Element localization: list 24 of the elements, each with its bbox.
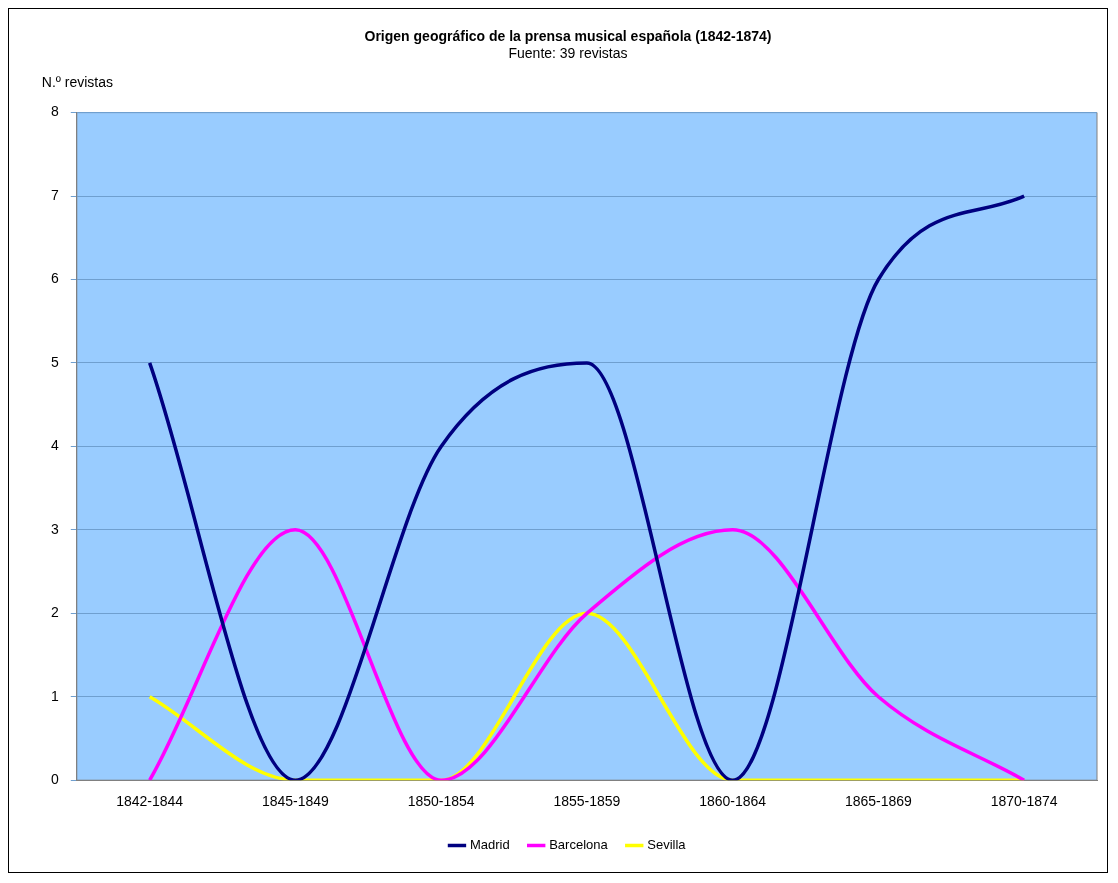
y-tick-label: 8 <box>50 103 59 120</box>
legend-label: Madrid <box>469 837 510 853</box>
y-tick-label: 1 <box>50 687 59 704</box>
x-tick-label: 1865-1869 <box>844 793 913 810</box>
y-tick-label: 5 <box>50 353 59 370</box>
y-tick-label: 0 <box>50 771 59 788</box>
y-tick-label: 6 <box>50 270 59 287</box>
y-tick-label: 2 <box>50 604 59 621</box>
line-series <box>147 528 1026 781</box>
legend-label: Barcelona <box>549 837 609 853</box>
x-tick-label: 1845-1849 <box>261 793 330 810</box>
chart-subtitle: Fuente: 39 revistas <box>508 45 628 62</box>
legend-label: Sevilla <box>647 837 687 853</box>
x-tick-label: 1855-1859 <box>553 793 621 810</box>
y-tick-label: 4 <box>50 437 59 454</box>
x-tick-label: 1860-1864 <box>699 793 767 810</box>
y-axis-title: N.º revistas <box>41 74 114 91</box>
chart-title: Origen geográfico de la prensa musical española (1842-1874) <box>364 28 772 45</box>
x-tick-label: 1870-1874 <box>990 793 1058 810</box>
line-series <box>147 194 1026 781</box>
y-tick-label: 7 <box>50 186 59 203</box>
x-tick-label: 1850-1854 <box>407 793 475 810</box>
y-tick-label: 3 <box>50 520 59 537</box>
x-tick-label: 1842-1844 <box>116 793 184 810</box>
